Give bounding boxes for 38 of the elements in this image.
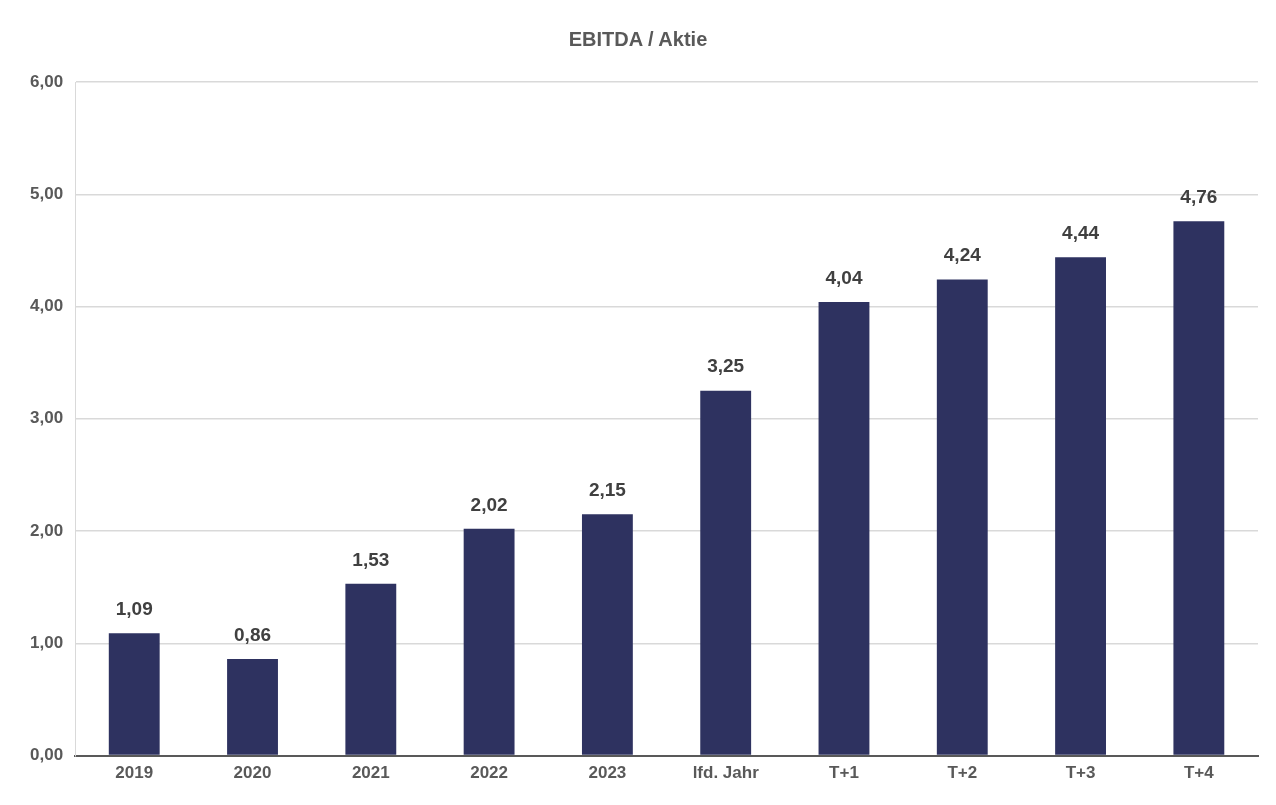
y-tick-label: 1,00 [29,633,64,653]
bar [818,302,870,755]
data-label: 2,02 [470,493,508,515]
y-tick-label: 6,00 [29,71,64,91]
x-tick-label: T+3 [1065,763,1096,783]
x-tick-label: 2022 [470,763,509,783]
data-label: 1,53 [352,548,390,570]
bar [700,390,752,755]
data-label: 3,25 [707,355,745,377]
bar [108,633,160,755]
x-tick-label: 2020 [233,763,272,783]
x-tick-label: 2021 [351,763,390,783]
data-label: 0,86 [234,623,272,645]
data-label: 4,76 [1180,185,1218,207]
y-tick-label: 3,00 [29,408,64,428]
bar [1173,221,1225,755]
bar [936,279,988,755]
y-tick-label: 5,00 [29,183,64,203]
x-tick-label: T+4 [1183,763,1215,783]
bar [345,583,397,755]
x-tick-label: lfd. Jahr [692,763,760,783]
x-tick-label: T+1 [829,763,859,783]
data-label: 2,15 [588,478,627,500]
data-label: 4,44 [1062,221,1100,243]
x-tick-label: 2019 [115,763,154,783]
data-label: 1,09 [115,597,153,619]
x-tick-label: 2023 [588,763,627,783]
y-tick-label: 0,00 [29,745,64,765]
bar [1055,257,1106,755]
y-tick-label: 2,00 [29,520,64,540]
y-tick-label: 4,00 [29,296,64,316]
data-label: 4,24 [943,244,982,266]
data-label: 4,04 [825,266,863,288]
chart-title: EBITDA / Aktie [568,27,708,50]
bar [581,514,633,755]
bar [227,659,278,755]
x-tick-label: T+2 [947,763,978,783]
bar [463,528,515,755]
